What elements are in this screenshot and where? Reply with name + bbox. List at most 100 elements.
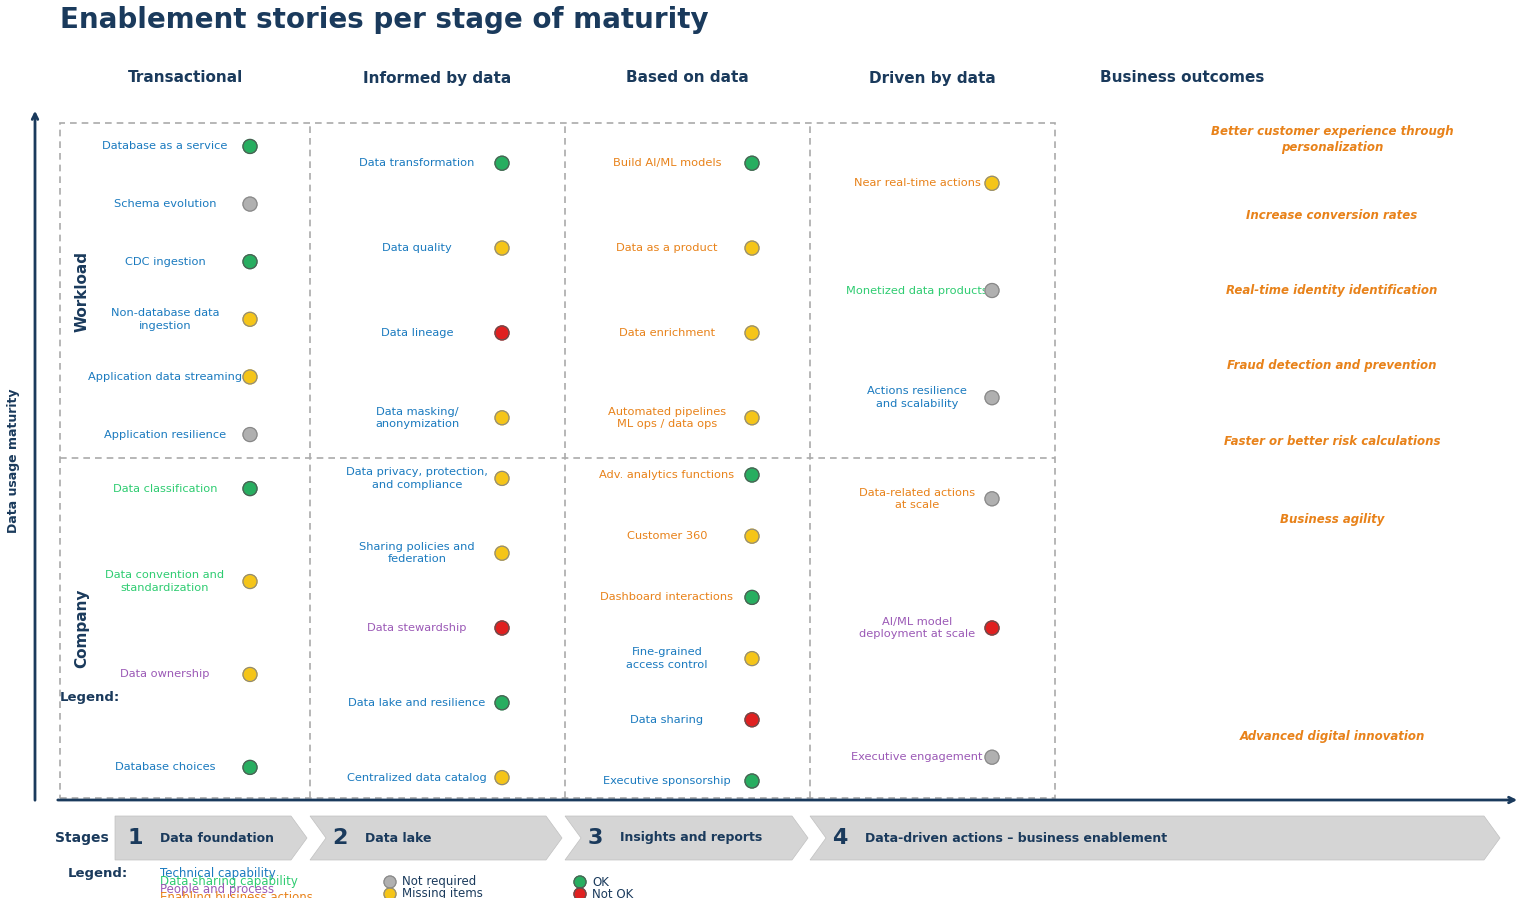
Text: Missing items: Missing items: [402, 887, 482, 898]
Text: Centralized data catalog: Centralized data catalog: [347, 772, 487, 782]
Circle shape: [243, 761, 257, 774]
Circle shape: [495, 326, 508, 340]
Text: Enablement stories per stage of maturity: Enablement stories per stage of maturity: [60, 6, 708, 34]
Text: Executive sponsorship: Executive sponsorship: [604, 776, 731, 786]
Circle shape: [745, 468, 759, 482]
Circle shape: [243, 370, 257, 384]
Text: Fine-grained
access control: Fine-grained access control: [627, 647, 708, 670]
Text: Data convention and
standardization: Data convention and standardization: [106, 570, 224, 593]
Polygon shape: [310, 816, 562, 860]
Text: Database as a service: Database as a service: [103, 142, 227, 152]
Circle shape: [985, 492, 998, 506]
Text: Data classification: Data classification: [112, 484, 217, 494]
Circle shape: [745, 652, 759, 665]
Text: Business agility: Business agility: [1279, 513, 1384, 525]
Polygon shape: [565, 816, 808, 860]
Text: Data stewardship: Data stewardship: [367, 623, 467, 633]
Text: Technical capability: Technical capability: [160, 867, 276, 881]
Circle shape: [745, 410, 759, 425]
Circle shape: [985, 391, 998, 405]
Text: Monetized data products: Monetized data products: [846, 286, 988, 295]
Text: Application resilience: Application resilience: [104, 429, 226, 439]
Text: 4: 4: [833, 828, 848, 848]
Circle shape: [574, 888, 587, 898]
Text: Workload: Workload: [75, 251, 89, 331]
Text: Based on data: Based on data: [625, 71, 748, 85]
Circle shape: [495, 546, 508, 560]
Text: Data sharing capability: Data sharing capability: [160, 876, 298, 888]
Text: Schema evolution: Schema evolution: [114, 199, 217, 209]
Text: Data quality: Data quality: [382, 243, 452, 253]
Text: Faster or better risk calculations: Faster or better risk calculations: [1224, 435, 1441, 448]
Text: Data privacy, protection,
and compliance: Data privacy, protection, and compliance: [346, 467, 488, 489]
Text: Not required: Not required: [402, 876, 476, 888]
Text: Build AI/ML models: Build AI/ML models: [613, 158, 722, 168]
Circle shape: [495, 696, 508, 709]
Text: Fraud detection and prevention: Fraud detection and prevention: [1227, 359, 1436, 373]
Text: Legend:: Legend:: [68, 867, 127, 881]
Circle shape: [495, 410, 508, 425]
Text: Better customer experience through
personalization: Better customer experience through perso…: [1210, 125, 1453, 154]
Circle shape: [243, 575, 257, 588]
Text: Data sharing: Data sharing: [630, 715, 703, 725]
Circle shape: [243, 667, 257, 682]
Circle shape: [745, 241, 759, 255]
Text: Legend:: Legend:: [60, 691, 120, 705]
Text: Sharing policies and
federation: Sharing policies and federation: [359, 542, 475, 565]
Circle shape: [745, 156, 759, 171]
Text: Advanced digital innovation: Advanced digital innovation: [1240, 730, 1425, 744]
Circle shape: [745, 590, 759, 604]
Text: Transactional: Transactional: [127, 71, 243, 85]
Text: Not OK: Not OK: [591, 887, 633, 898]
Text: Data usage maturity: Data usage maturity: [8, 389, 20, 533]
Circle shape: [745, 529, 759, 543]
Polygon shape: [809, 816, 1501, 860]
Circle shape: [985, 621, 998, 635]
Circle shape: [745, 713, 759, 726]
Text: Data enrichment: Data enrichment: [619, 328, 716, 338]
Text: Data transformation: Data transformation: [359, 158, 475, 168]
Text: People and process: People and process: [160, 884, 273, 896]
Text: Data-related actions
at scale: Data-related actions at scale: [859, 488, 975, 510]
Text: Non-database data
ingestion: Non-database data ingestion: [111, 308, 220, 330]
Circle shape: [384, 888, 396, 898]
Text: 3: 3: [587, 828, 602, 848]
Circle shape: [243, 313, 257, 326]
Text: Actions resilience
and scalability: Actions resilience and scalability: [866, 386, 968, 409]
Circle shape: [495, 471, 508, 486]
Circle shape: [574, 876, 587, 888]
Text: Data-driven actions – business enablement: Data-driven actions – business enablemen…: [865, 832, 1167, 844]
Polygon shape: [115, 816, 307, 860]
Text: Data lineage: Data lineage: [381, 328, 453, 338]
Text: 1: 1: [127, 828, 143, 848]
Text: Automated pipelines
ML ops / data ops: Automated pipelines ML ops / data ops: [608, 407, 727, 429]
Text: CDC ingestion: CDC ingestion: [124, 257, 206, 267]
Text: OK: OK: [591, 876, 608, 888]
Circle shape: [495, 241, 508, 255]
Circle shape: [243, 139, 257, 154]
Text: Application data streaming: Application data streaming: [88, 372, 243, 382]
Text: Dashboard interactions: Dashboard interactions: [601, 593, 734, 603]
Circle shape: [495, 621, 508, 635]
Text: Customer 360: Customer 360: [627, 532, 707, 541]
Circle shape: [985, 284, 998, 297]
Text: Informed by data: Informed by data: [362, 71, 511, 85]
Circle shape: [495, 156, 508, 171]
Circle shape: [243, 427, 257, 442]
Text: Executive engagement: Executive engagement: [851, 753, 983, 762]
Text: Business outcomes: Business outcomes: [1100, 71, 1264, 85]
Text: Data lake: Data lake: [366, 832, 432, 844]
Text: AI/ML model
deployment at scale: AI/ML model deployment at scale: [859, 617, 975, 639]
Circle shape: [243, 481, 257, 496]
Circle shape: [985, 176, 998, 190]
Text: Data masking/
anonymization: Data masking/ anonymization: [375, 407, 459, 429]
Text: Data ownership: Data ownership: [120, 670, 210, 680]
Text: Data as a product: Data as a product: [616, 243, 717, 253]
Text: Data foundation: Data foundation: [160, 832, 273, 844]
Text: Stages: Stages: [55, 831, 109, 845]
Text: Insights and reports: Insights and reports: [621, 832, 762, 844]
Circle shape: [745, 774, 759, 788]
Text: Near real-time actions: Near real-time actions: [854, 179, 980, 189]
Circle shape: [985, 750, 998, 764]
Text: 2: 2: [332, 828, 347, 848]
